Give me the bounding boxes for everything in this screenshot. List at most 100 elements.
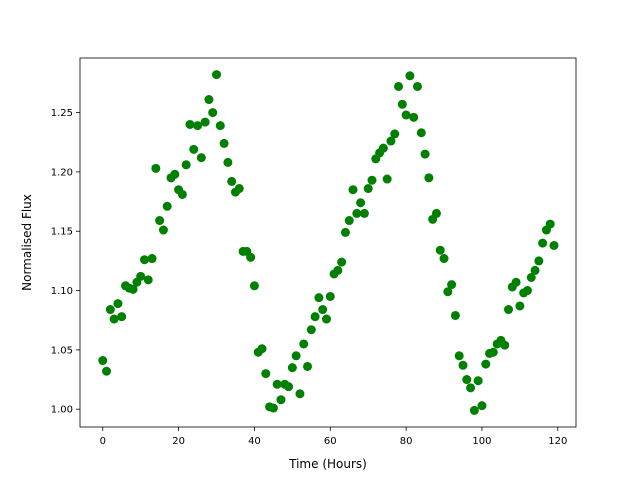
data-point — [439, 254, 449, 264]
data-point — [420, 149, 430, 159]
data-point — [530, 265, 540, 275]
data-point — [447, 280, 457, 290]
data-point — [98, 356, 108, 366]
data-point — [500, 340, 510, 350]
data-point — [356, 198, 366, 208]
data-point — [515, 301, 525, 311]
data-point — [105, 305, 115, 315]
data-point — [401, 110, 411, 120]
data-point — [306, 325, 316, 335]
data-point — [348, 185, 358, 195]
data-point — [249, 281, 259, 291]
data-point — [454, 351, 464, 361]
data-point — [534, 256, 544, 266]
data-point — [511, 277, 521, 287]
data-point — [272, 379, 282, 389]
data-point — [291, 351, 301, 361]
data-point — [390, 129, 400, 139]
data-point — [352, 208, 362, 218]
data-point — [128, 284, 138, 294]
data-point — [143, 275, 153, 285]
data-point — [325, 291, 335, 301]
x-axis-label: Time (Hours) — [288, 457, 367, 471]
data-point — [424, 173, 434, 183]
data-point — [382, 174, 392, 184]
data-point — [113, 299, 123, 309]
data-point — [435, 245, 445, 255]
data-point — [526, 273, 536, 283]
y-tick-label: 1.10 — [51, 286, 73, 297]
data-point — [462, 375, 472, 385]
x-axis-ticks: 0 20 40 60 80 100 120 — [100, 427, 567, 447]
data-point — [488, 347, 498, 357]
data-point — [185, 119, 195, 129]
data-point — [458, 360, 468, 370]
data-point — [333, 265, 343, 275]
data-point — [136, 271, 146, 281]
x-tick-label: 80 — [400, 436, 413, 447]
data-point — [276, 395, 286, 405]
data-point — [268, 403, 278, 413]
data-point — [109, 314, 119, 324]
data-point — [204, 95, 214, 105]
data-point — [215, 121, 225, 131]
data-point — [405, 71, 415, 81]
y-tick-label: 1.00 — [51, 405, 73, 416]
data-point — [223, 157, 233, 167]
data-point — [367, 175, 377, 185]
data-point — [409, 112, 419, 122]
data-point — [340, 227, 350, 237]
data-point — [102, 366, 112, 376]
data-point — [397, 99, 407, 109]
data-point — [147, 254, 157, 264]
data-point — [295, 389, 305, 399]
data-point — [431, 208, 441, 218]
data-point — [246, 252, 256, 262]
data-point — [469, 405, 479, 415]
data-point — [189, 144, 199, 154]
x-tick-label: 100 — [472, 436, 491, 447]
data-point — [299, 339, 309, 349]
data-point — [412, 81, 422, 91]
data-point — [504, 305, 514, 315]
data-point — [321, 314, 331, 324]
data-point — [318, 305, 328, 315]
data-point — [303, 361, 313, 371]
x-tick-label: 40 — [248, 436, 261, 447]
data-points — [98, 70, 559, 415]
data-point — [314, 293, 324, 303]
data-point — [212, 70, 222, 80]
data-point — [310, 312, 320, 322]
data-point — [522, 286, 532, 296]
data-point — [196, 153, 206, 163]
data-point — [162, 201, 172, 211]
x-tick-label: 120 — [548, 436, 567, 447]
data-point — [344, 216, 354, 226]
data-point — [177, 189, 187, 199]
axes-frame — [79, 57, 577, 428]
data-point — [257, 344, 267, 354]
y-tick-label: 1.05 — [51, 345, 73, 356]
data-point — [151, 163, 161, 173]
data-point — [443, 287, 453, 297]
y-tick-label: 1.25 — [51, 108, 73, 119]
y-tick-label: 1.15 — [51, 227, 73, 238]
data-point — [477, 401, 487, 411]
data-point — [394, 81, 404, 91]
data-point — [261, 369, 271, 379]
data-point — [200, 117, 210, 127]
data-point — [450, 310, 460, 320]
data-point — [287, 363, 297, 373]
data-point — [359, 208, 369, 218]
x-tick-label: 0 — [100, 436, 106, 447]
x-tick-label: 60 — [324, 436, 337, 447]
data-point — [363, 184, 373, 194]
data-point — [549, 240, 559, 250]
data-point — [481, 359, 491, 369]
data-point — [170, 169, 180, 179]
data-point — [117, 312, 127, 322]
data-point — [155, 216, 165, 226]
data-point — [545, 219, 555, 229]
